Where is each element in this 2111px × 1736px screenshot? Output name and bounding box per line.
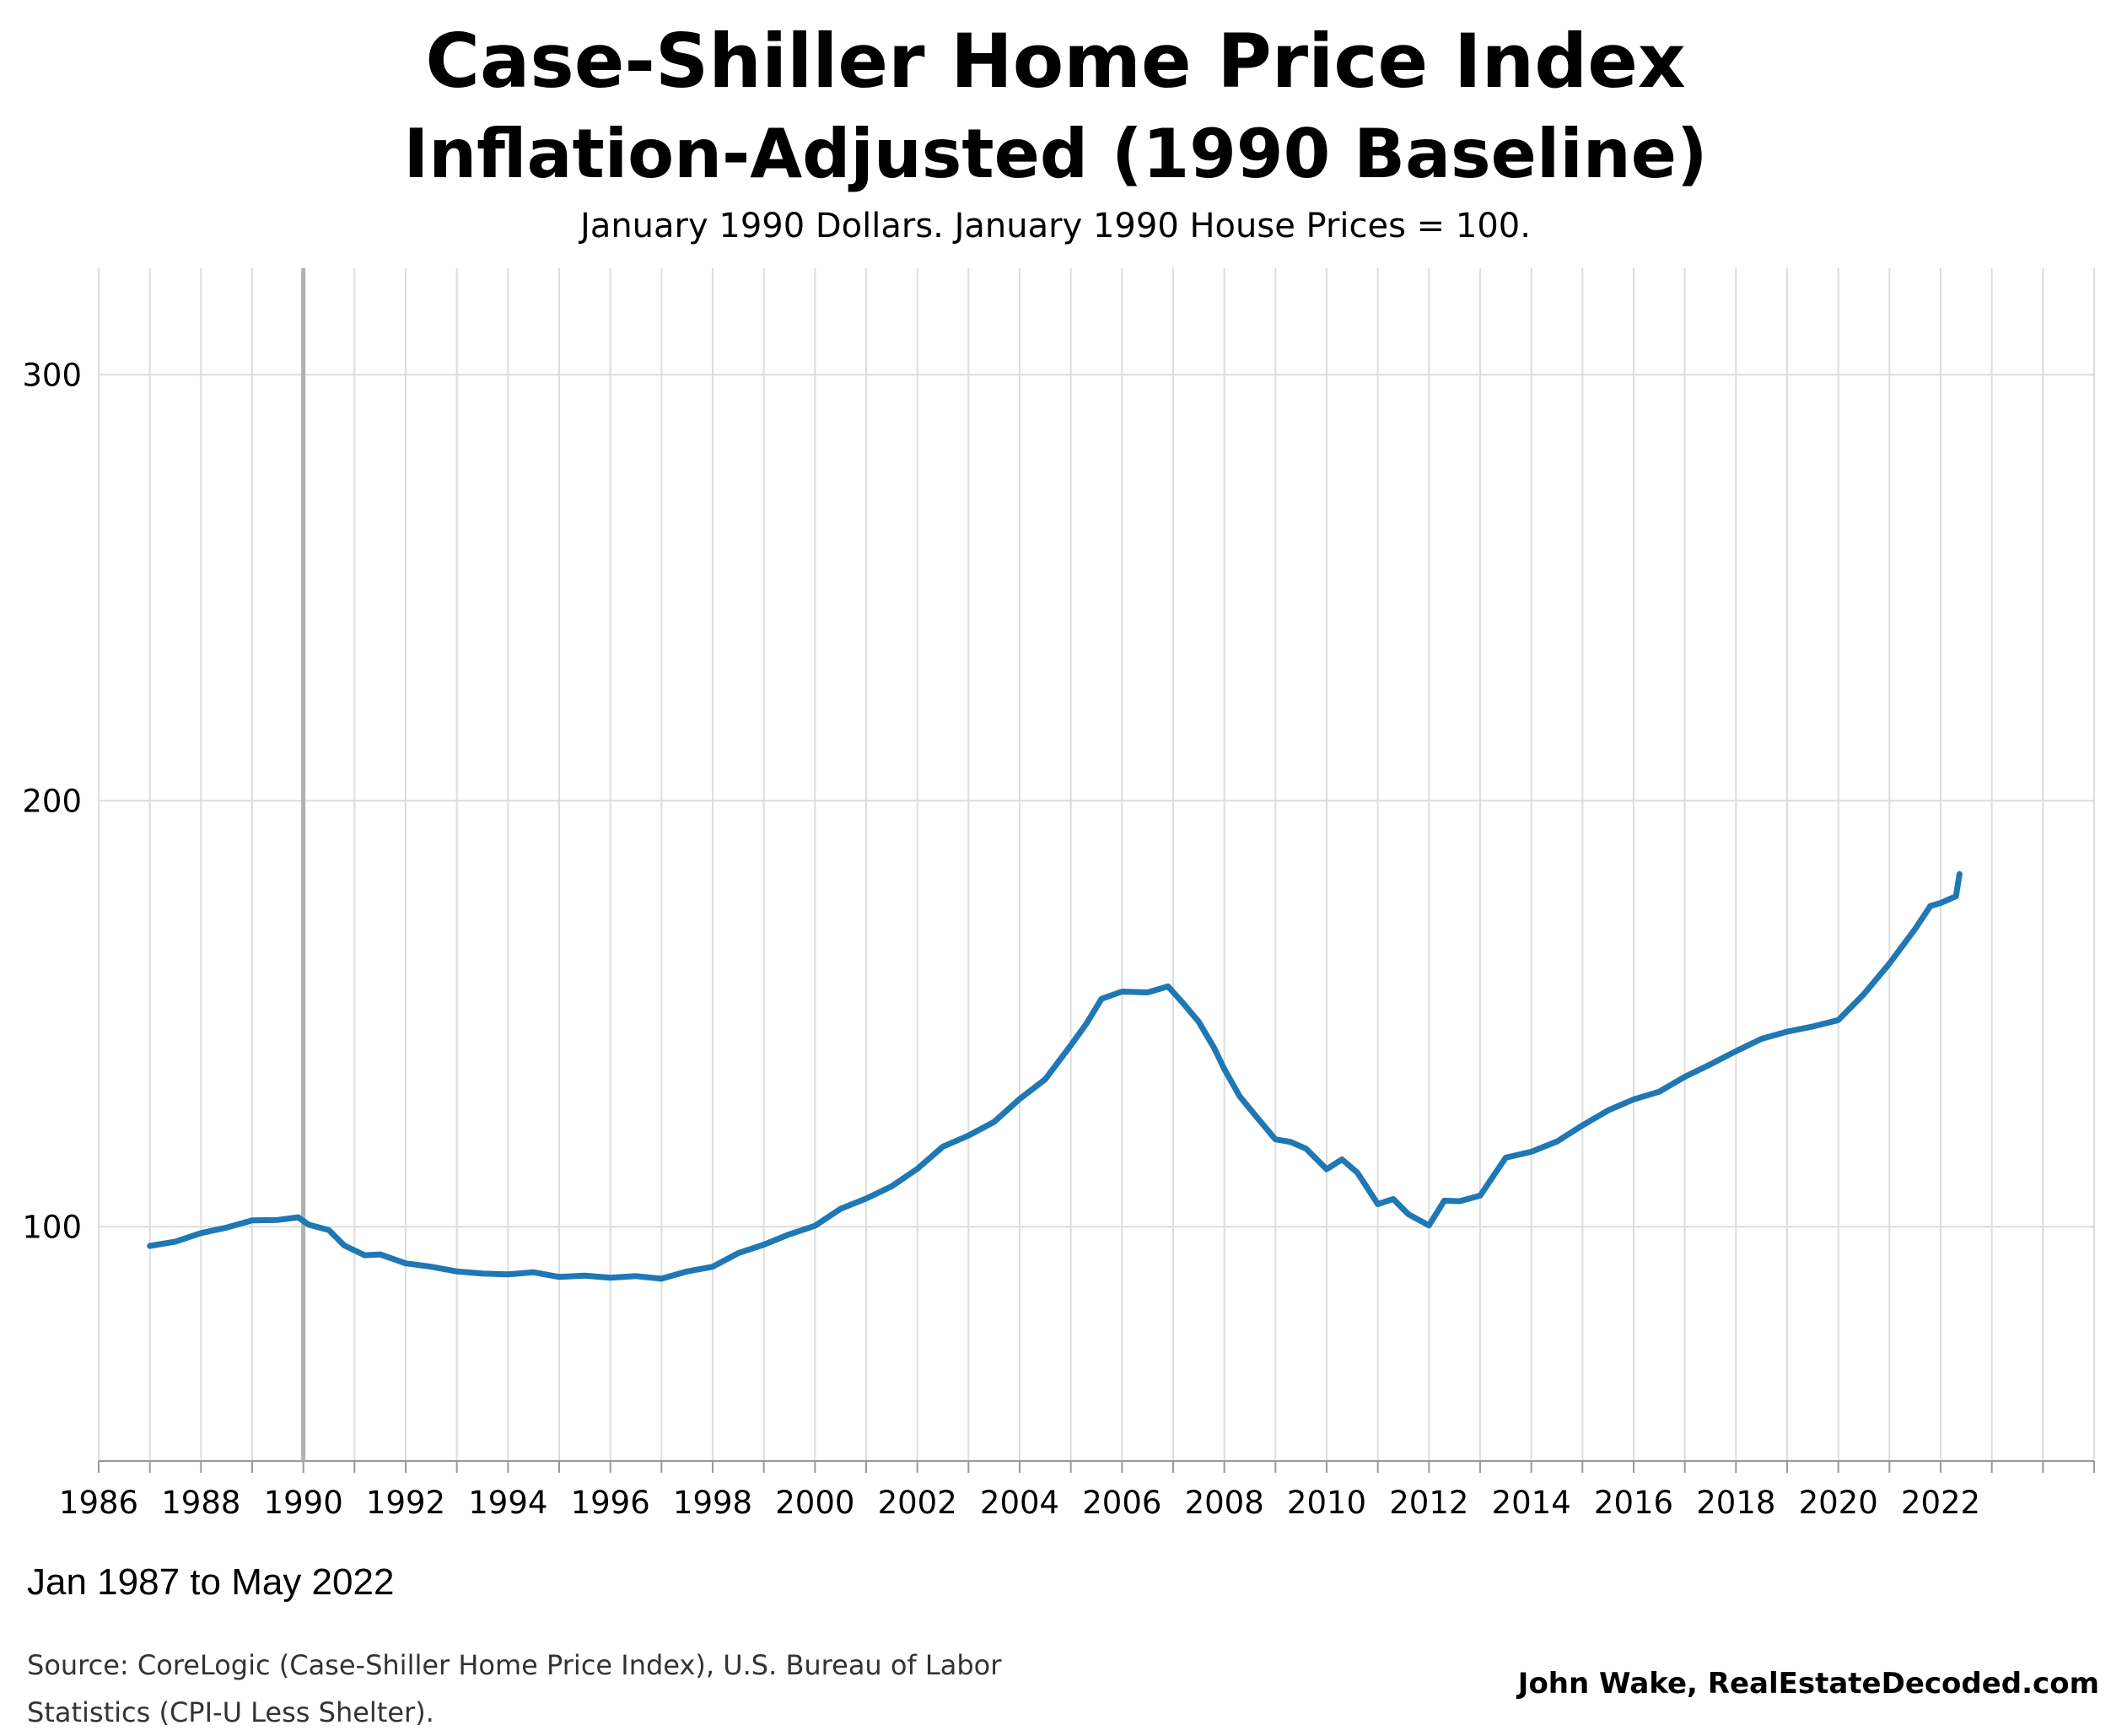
y-tick-label: 200 [22, 783, 82, 819]
x-tick-label: 2006 [1082, 1485, 1161, 1518]
x-tick-label: 2010 [1287, 1485, 1366, 1518]
series-layer [147, 871, 1963, 1282]
chart-title: Case-Shiller Home Price Index [425, 18, 1686, 105]
x-tick-label: 2008 [1185, 1485, 1264, 1518]
y-tick-label: 100 [22, 1209, 82, 1245]
x-tick-label: 2004 [980, 1485, 1059, 1518]
line-chart: 1986 1988 1990 1992 1994 1996 1998 2000 2002 2004… [22, 268, 2095, 1518]
x-tick-label: 2014 [1492, 1485, 1571, 1518]
x-tick-label: 1998 [673, 1485, 752, 1518]
author-credit: John Wake, RealEstateDecoded.com [1517, 1667, 2099, 1701]
series-line [147, 871, 1963, 1282]
x-tick-label: 2018 [1696, 1485, 1775, 1518]
x-tick-label: 2000 [775, 1485, 854, 1518]
x-tick-label: 1986 [59, 1485, 138, 1518]
x-tick-label: 2020 [1799, 1485, 1878, 1518]
source-note: Source: CoreLogic (Case-Shiller Home Pri… [27, 1649, 1002, 1728]
y-tick-label: 300 [22, 357, 82, 393]
x-tick-label: 1994 [468, 1485, 547, 1518]
x-tick-label: 2012 [1389, 1485, 1468, 1518]
label-layer: 1986 1988 1990 1992 1994 1996 1998 2000 2002 2004… [22, 357, 1980, 1518]
x-tick-label: 1990 [264, 1485, 343, 1518]
chart-subtitle: Inflation-Adjusted (1990 Baseline) [403, 115, 1708, 193]
x-tick-label: 2016 [1594, 1485, 1673, 1518]
axis-layer [98, 1460, 2095, 1473]
x-tick-label: 1996 [571, 1485, 650, 1518]
x-tick-label: 1988 [161, 1485, 240, 1518]
grid-layer [98, 268, 2095, 1461]
chart-description: January 1990 Dollars. January 1990 House… [580, 207, 1531, 245]
date-range-note: Jan 1987 to May 2022 [27, 1561, 395, 1603]
x-tick-label: 2002 [878, 1485, 957, 1518]
x-tick-label: 2022 [1901, 1485, 1980, 1518]
x-tick-label: 1992 [366, 1485, 445, 1518]
